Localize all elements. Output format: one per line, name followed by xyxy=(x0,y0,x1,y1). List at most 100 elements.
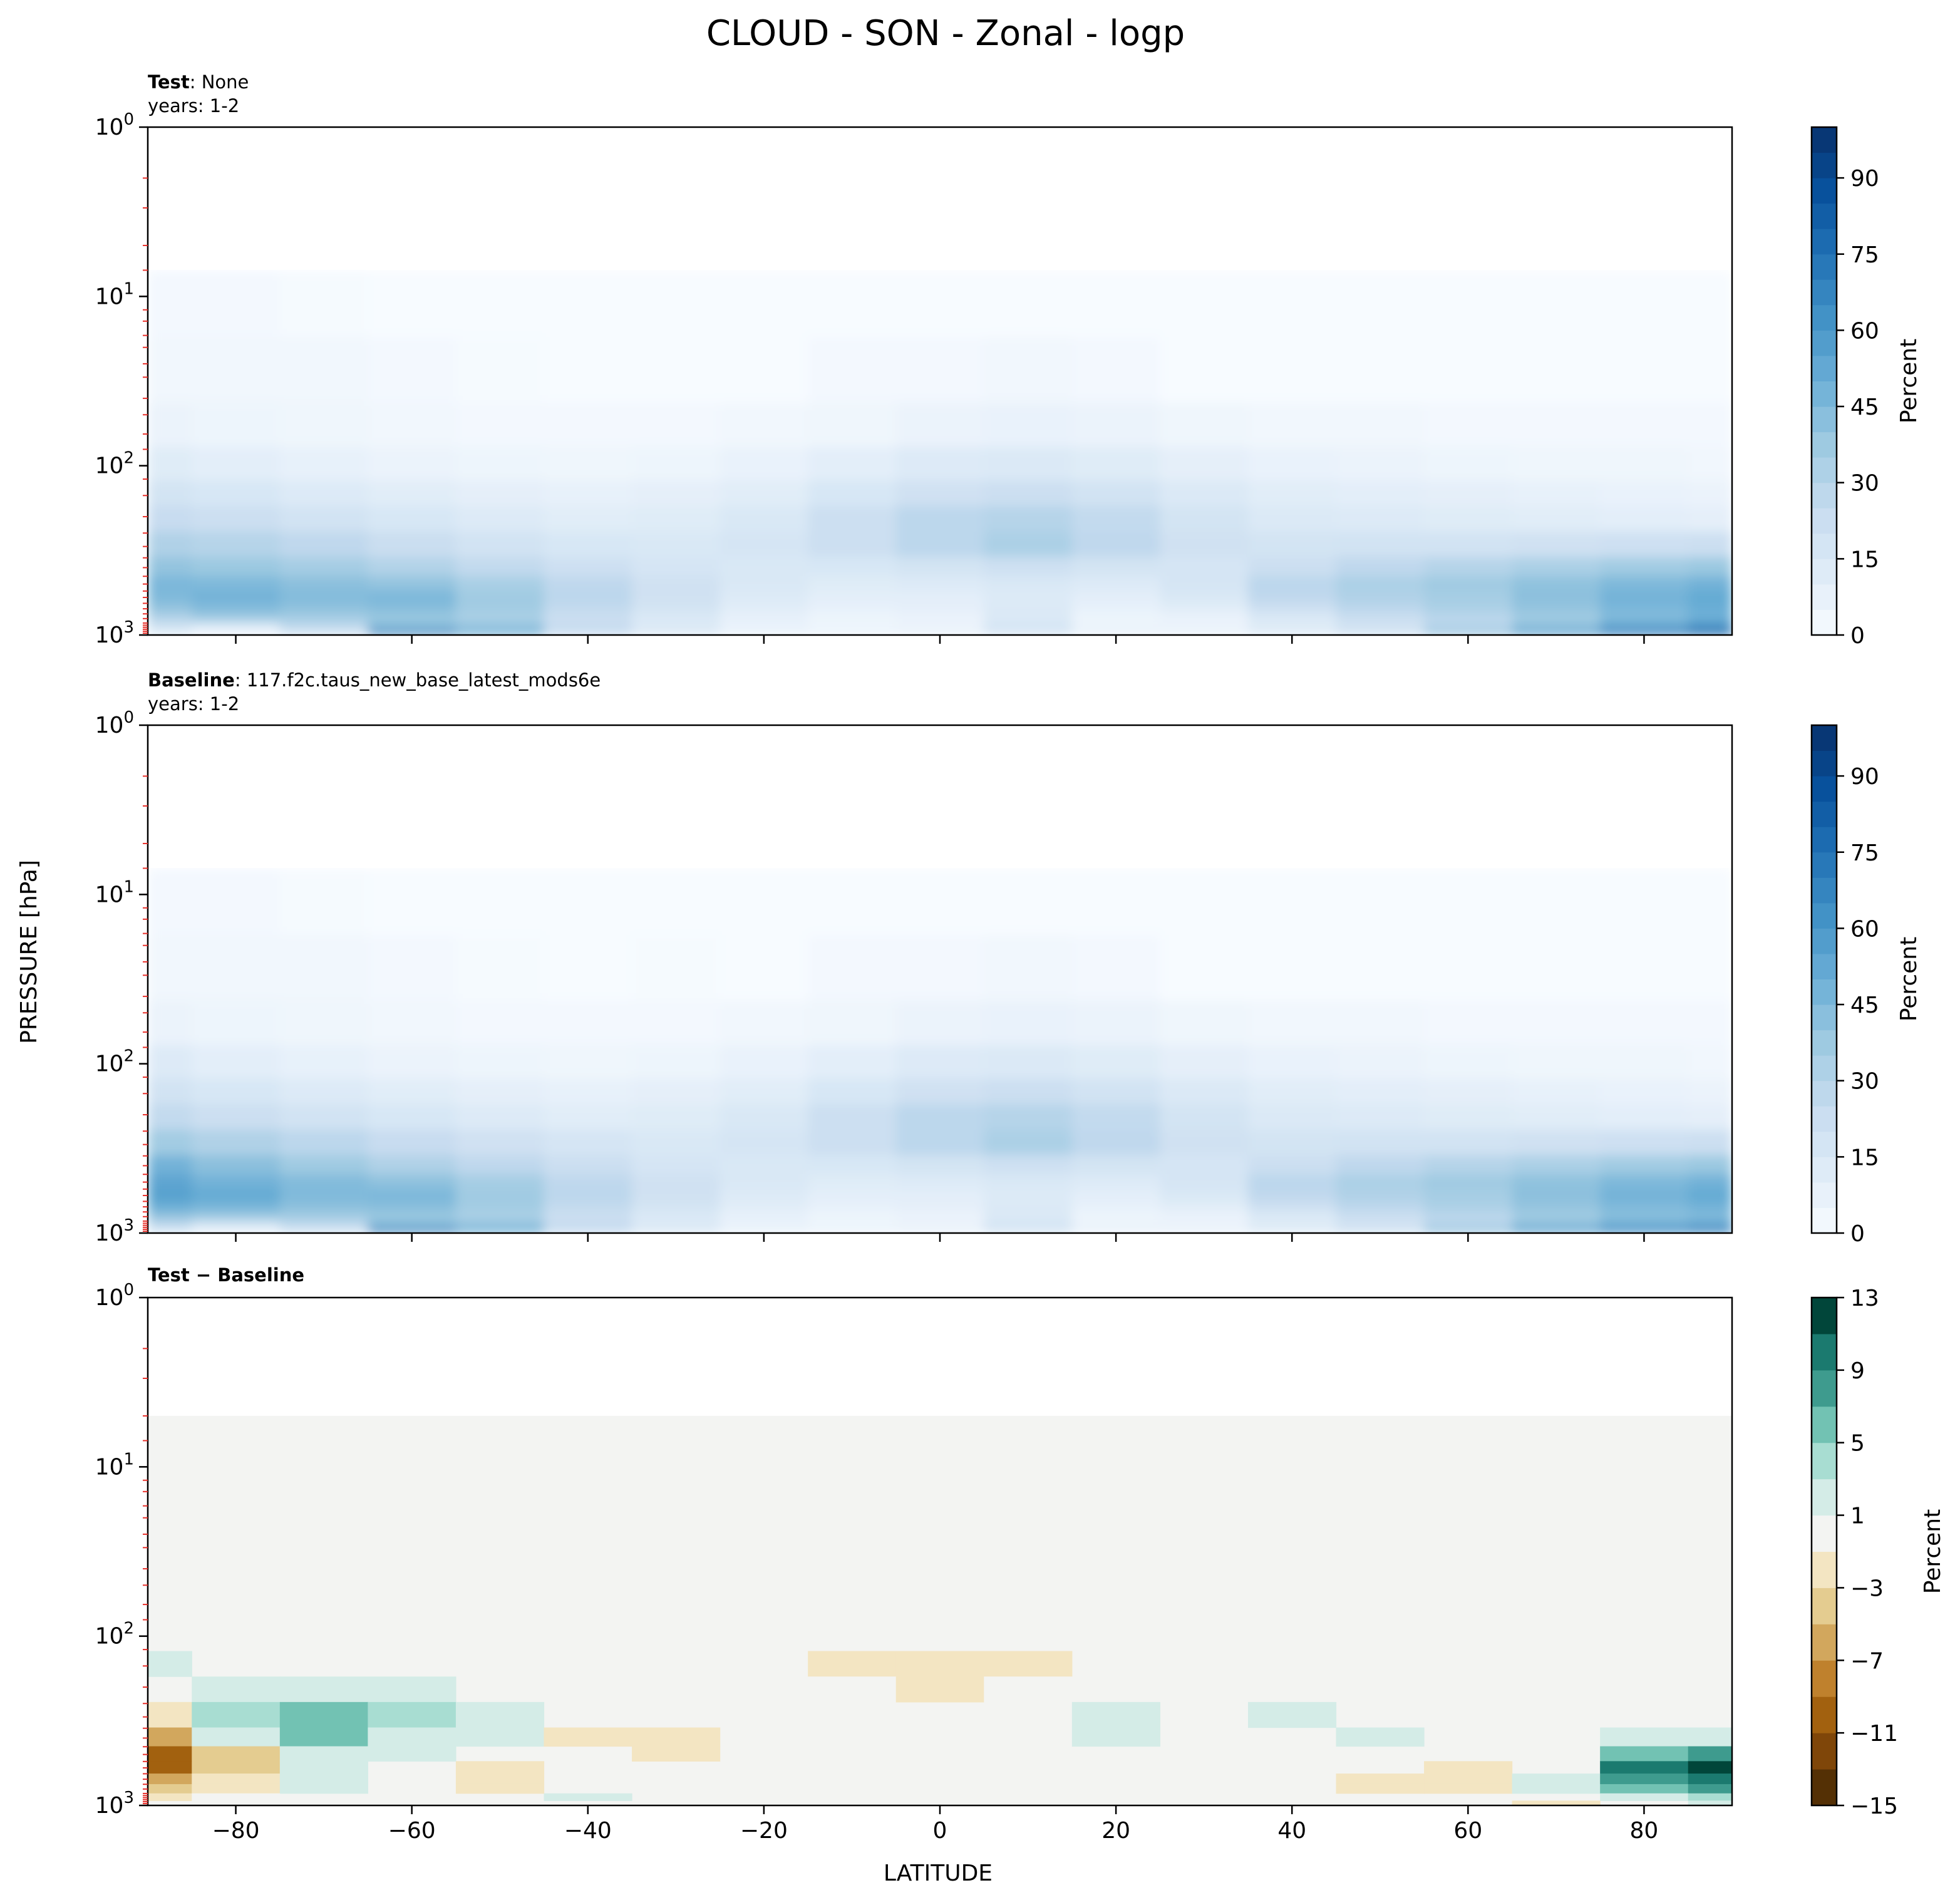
heatmap-cell xyxy=(1071,1201,1160,1212)
colorbar-level xyxy=(1812,127,1837,153)
heatmap-cell xyxy=(279,1174,368,1189)
colorbar-level xyxy=(1812,928,1837,954)
heatmap-cell xyxy=(1688,1727,1732,1747)
heatmap-cell xyxy=(1247,1001,1337,1046)
heatmap-cell xyxy=(1424,1155,1513,1175)
heatmap-cell xyxy=(368,1045,456,1080)
colorbar-tick-label: −15 xyxy=(1850,1794,1898,1819)
heatmap-cell xyxy=(1336,1201,1425,1212)
heatmap-cell xyxy=(1424,1221,1513,1229)
y-tick-label: 101 xyxy=(95,279,134,309)
heatmap-cell xyxy=(1336,622,1425,631)
heatmap-cell xyxy=(720,557,808,577)
heatmap-cell xyxy=(192,1676,281,1703)
heatmap-cell xyxy=(1071,613,1160,624)
heatmap-cell xyxy=(279,1228,368,1233)
heatmap-cell xyxy=(808,531,897,558)
heatmap-cell xyxy=(368,1727,456,1747)
colorbar-frame xyxy=(1810,126,1838,636)
heatmap-cell xyxy=(808,603,897,614)
heatmap-cell xyxy=(1424,613,1513,624)
heatmap-cell xyxy=(192,270,281,338)
colorbar-level xyxy=(1812,1080,1837,1107)
heatmap-cell xyxy=(1247,1155,1337,1175)
heatmap-cell xyxy=(1688,868,1732,936)
heatmap-cell xyxy=(192,576,281,591)
heatmap-cell xyxy=(984,336,1073,403)
heatmap-cell xyxy=(148,336,192,403)
colorbar: 13 9 5 1 −3 −7 −11 −15 Percent xyxy=(1810,1286,1946,1819)
heatmap-cell xyxy=(720,868,808,936)
heatmap-cell xyxy=(544,1189,632,1202)
heatmap-cell xyxy=(544,613,632,624)
heatmap-cell xyxy=(895,480,984,507)
heatmap-cell xyxy=(1071,603,1160,614)
heatmap-cell xyxy=(148,1746,192,1762)
heatmap-cell xyxy=(1424,868,1513,936)
heatmap-cell xyxy=(544,1174,632,1189)
heatmap-cell xyxy=(544,447,632,482)
heatmap-cell xyxy=(1071,1727,1160,1747)
heatmap-cell xyxy=(1071,403,1160,448)
heatmap-cell xyxy=(368,576,456,591)
heatmap-cell xyxy=(632,403,721,448)
y-tick-base: 10 xyxy=(95,882,124,907)
heatmap-cell xyxy=(1160,480,1249,507)
y-tick-exponent: 2 xyxy=(123,1619,134,1638)
heatmap-cell xyxy=(1160,1078,1249,1105)
heatmap-cell xyxy=(455,576,545,591)
heatmap-cell xyxy=(632,1104,721,1130)
heatmap-cell xyxy=(148,1189,192,1202)
heatmap-cell xyxy=(984,531,1073,558)
heatmap-cell xyxy=(192,1001,281,1046)
heatmap-cell xyxy=(544,480,632,507)
heatmap-cell xyxy=(1247,1189,1337,1202)
heatmap-cell xyxy=(192,1189,281,1202)
heatmap-cell xyxy=(1512,613,1601,624)
x-tick-label: −20 xyxy=(740,1818,788,1844)
heatmap-cell xyxy=(148,1221,192,1229)
heatmap-cell xyxy=(720,531,808,558)
heatmap-cell xyxy=(1160,1228,1249,1233)
heatmap-cell xyxy=(1160,531,1249,558)
y-tick-label: 100 xyxy=(95,110,134,140)
heatmap-cell xyxy=(720,934,808,1001)
heatmap-cell xyxy=(632,1221,721,1229)
heatmap-cell xyxy=(148,557,192,577)
y-tick-label: 100 xyxy=(95,1281,134,1311)
heatmap-cell xyxy=(1600,336,1689,403)
colorbar: 0 15 30 45 60 75 90 Percent xyxy=(1810,126,1922,649)
heatmap-cell xyxy=(1600,1746,1689,1762)
colorbar-level xyxy=(1812,178,1837,204)
heatmap-cell xyxy=(895,1201,984,1212)
y-tick-exponent: 0 xyxy=(123,110,134,129)
heatmap-cell xyxy=(192,1727,281,1747)
heatmap-cell xyxy=(1600,1774,1689,1785)
heatmap-cell xyxy=(720,603,808,614)
heatmap-cell xyxy=(808,1211,897,1222)
colorbar-level xyxy=(1812,1696,1837,1733)
heatmap-cell xyxy=(368,613,456,624)
heatmap-cell xyxy=(148,1774,192,1785)
colorbar-tick-label: −7 xyxy=(1850,1648,1884,1674)
colorbar: 0 15 30 45 60 75 90 Percent xyxy=(1810,724,1922,1247)
heatmap-cell xyxy=(632,1746,721,1762)
heatmap-cell xyxy=(148,934,192,1001)
heatmap-cell xyxy=(1424,1129,1513,1156)
colorbar-tick-label: 15 xyxy=(1850,547,1879,572)
heatmap-cell xyxy=(368,1676,456,1703)
heatmap-cell xyxy=(1512,630,1601,635)
heatmap-cell xyxy=(1247,447,1337,482)
heatmap-cell xyxy=(368,1189,456,1202)
heatmap-cell xyxy=(1424,506,1513,532)
colorbar-tick-label: 60 xyxy=(1850,916,1879,942)
heatmap-cell xyxy=(1336,1189,1425,1202)
heatmap-cell xyxy=(368,480,456,507)
heatmap-cell xyxy=(279,1211,368,1222)
heatmap-cell xyxy=(1512,1189,1601,1202)
heatmap-cell xyxy=(455,270,545,338)
heatmap-cell xyxy=(1336,576,1425,591)
heatmap-cell xyxy=(455,1211,545,1222)
heatmap-cell xyxy=(1600,480,1689,507)
colorbar-level xyxy=(1812,279,1837,306)
